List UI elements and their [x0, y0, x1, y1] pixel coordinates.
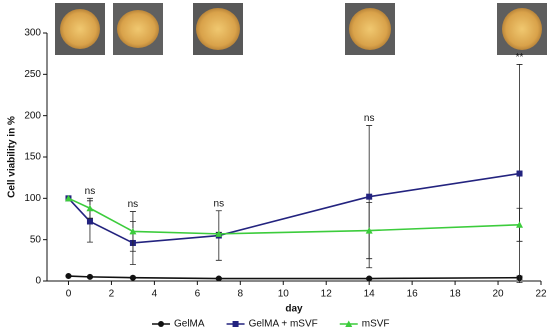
marker — [215, 275, 222, 282]
marker — [366, 193, 373, 200]
marker — [215, 230, 223, 237]
legend-entry: mSVF — [339, 319, 390, 330]
y-tick-label: 200 — [24, 110, 41, 121]
x-axis-label: day — [285, 304, 303, 315]
x-tick-label: 20 — [492, 289, 504, 300]
y-tick-label: 250 — [24, 69, 41, 80]
legend-label: GelMA — [174, 319, 205, 330]
y-tick-label: 100 — [24, 193, 41, 204]
legend-entry: GelMA — [152, 319, 205, 330]
gel — [60, 9, 100, 49]
annotation: ns — [128, 199, 139, 210]
marker — [129, 274, 136, 281]
x-tick-label: 6 — [195, 289, 201, 300]
x-tick-label: 18 — [450, 289, 462, 300]
x-tick-label: 8 — [238, 289, 244, 300]
annotation: ns — [214, 198, 225, 209]
series-line — [68, 197, 520, 235]
marker — [366, 275, 373, 282]
marker — [64, 194, 72, 202]
marker — [516, 221, 524, 228]
gel — [502, 8, 542, 50]
legend-marker — [232, 321, 239, 327]
legend-marker — [345, 320, 353, 327]
x-tick-label: 10 — [278, 289, 290, 300]
x-tick-label: 2 — [109, 289, 115, 300]
x-tick-label: 0 — [66, 289, 72, 300]
x-tick-label: 12 — [321, 289, 333, 300]
x-tick-label: 16 — [407, 289, 419, 300]
x-tick-label: 14 — [364, 289, 376, 300]
legend-label: mSVF — [362, 319, 390, 330]
gel — [196, 8, 240, 50]
legend-label: GelMA + mSVF — [249, 319, 318, 330]
legend-entry: GelMA + mSVF — [226, 319, 318, 330]
photos — [55, 3, 547, 55]
annotation: ** — [516, 52, 524, 63]
marker — [65, 273, 72, 280]
y-tick-label: 300 — [24, 28, 41, 39]
series-line — [68, 275, 520, 280]
x-tick-label: 22 — [535, 289, 547, 300]
y-tick-label: 150 — [24, 152, 41, 163]
annotation: ns — [85, 186, 96, 197]
marker — [86, 218, 93, 225]
gel — [349, 8, 391, 50]
x-tick-label: 4 — [152, 289, 158, 300]
marker — [516, 170, 523, 177]
marker — [86, 273, 93, 280]
marker — [129, 227, 137, 235]
marker — [86, 204, 94, 212]
y-tick-label: 0 — [35, 276, 41, 287]
legend-marker — [158, 321, 164, 327]
y-tick-label: 50 — [30, 234, 42, 245]
gel — [117, 10, 159, 48]
marker — [365, 227, 373, 234]
annotation: ns — [364, 113, 375, 124]
series-line — [67, 172, 520, 244]
y-axis-label: Cell viability in % — [7, 116, 18, 198]
